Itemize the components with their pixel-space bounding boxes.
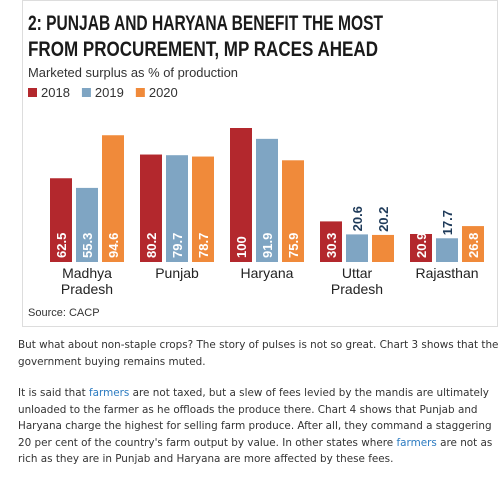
x-tick-label: Uttar Pradesh <box>331 265 383 297</box>
x-tick-label: Punjab <box>155 265 199 281</box>
value-label: 94.6 <box>106 233 121 258</box>
bar <box>282 160 304 262</box>
chart-title: FROM PROCUREMENT, MP RACES AHEAD <box>28 38 378 61</box>
value-label: 79.7 <box>170 233 185 258</box>
x-tick-label: Punjab <box>155 265 199 281</box>
paragraph: It is said that farmers are not taxed, b… <box>18 385 500 468</box>
bar <box>256 138 278 262</box>
bar <box>192 156 214 262</box>
value-label: 17.7 <box>440 210 455 235</box>
source: Source: CACP <box>28 307 100 319</box>
value-label: 30.3 <box>324 233 339 258</box>
legend-swatch <box>135 88 145 97</box>
x-tick-label-line: Uttar <box>342 265 373 281</box>
text: But what about non-staple crops? The sto… <box>18 339 499 368</box>
bar <box>76 187 98 262</box>
value-label: 75.9 <box>286 233 301 258</box>
value-label: 78.7 <box>196 233 211 258</box>
text: are not as rich as they are in Punjab an… <box>18 436 493 466</box>
x-tick-label: Haryana <box>241 265 294 281</box>
x-tick-label: Madhya Pradesh <box>61 265 113 297</box>
value-label: 26.8 <box>466 233 481 258</box>
bar <box>230 128 252 262</box>
legend-label: 2018 <box>41 85 70 100</box>
x-tick-label: Haryana <box>241 265 294 281</box>
value-label: 20.9 <box>414 233 429 258</box>
text: are not taxed, but a slew of fees levied… <box>18 387 492 449</box>
legend-label: 2019 <box>95 85 124 100</box>
legend-swatch <box>81 88 91 97</box>
bar <box>436 238 458 262</box>
legend-swatch <box>28 88 37 97</box>
legend-label: 2020 <box>149 85 178 100</box>
x-tick-label: Rajasthan <box>415 265 478 281</box>
bar <box>166 155 188 262</box>
bar <box>372 234 394 262</box>
bar <box>102 135 124 262</box>
x-tick-label: Rajasthan <box>415 265 478 281</box>
x-tick-label: Madhya Pradesh <box>61 265 113 297</box>
x-tick-label: Uttar Pradesh <box>331 265 383 297</box>
chart-title: 2: PUNJAB AND HARYANA BENEFIT THE MOST <box>28 12 383 35</box>
chart: 2: PUNJAB AND HARYANA BENEFIT THE MOST F… <box>22 0 498 327</box>
text: It is said that <box>18 387 90 399</box>
link[interactable]: farmers <box>89 387 130 399</box>
x-tick-label-line: Madhya <box>62 265 112 281</box>
x-tick-label-line: Pradesh <box>331 281 383 297</box>
value-label: 20.2 <box>376 207 391 232</box>
value-label: 20.6 <box>350 206 365 231</box>
bar <box>462 226 484 262</box>
paragraph: But what about non-staple crops? The sto… <box>18 337 500 370</box>
bar <box>140 154 162 262</box>
x-tick-label-line: Pradesh <box>61 281 113 297</box>
bar <box>50 178 72 262</box>
chart-subtitle: Marketed surplus as % of production <box>28 65 238 80</box>
value-label: 62.5 <box>54 233 69 258</box>
value-label: 80.2 <box>144 233 159 258</box>
value-label: 91.9 <box>260 233 275 258</box>
bar <box>410 233 432 262</box>
bar <box>320 221 342 262</box>
bar <box>346 234 368 262</box>
link[interactable]: farmers <box>396 436 437 449</box>
value-label: 55.3 <box>80 233 95 258</box>
value-label: 100 <box>234 236 249 258</box>
